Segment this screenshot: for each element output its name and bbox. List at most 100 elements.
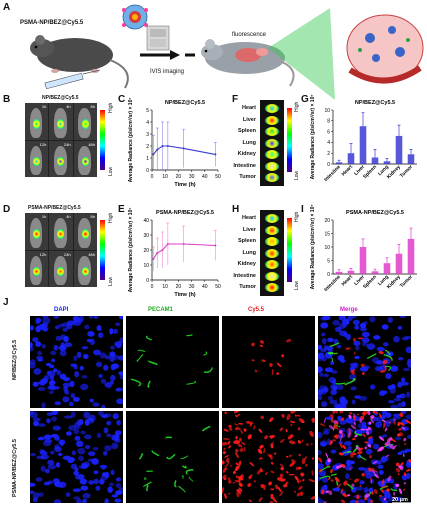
- vessel-signal: [186, 380, 197, 385]
- nucleus: [319, 441, 324, 447]
- cy55-signal: [288, 454, 292, 457]
- nucleus: [88, 480, 95, 485]
- cy55-signal: [294, 414, 298, 417]
- y-tick-label: 40: [143, 218, 149, 224]
- cy55-signal: [395, 462, 400, 467]
- y-tick-label: 30: [143, 233, 149, 239]
- nucleus: [321, 332, 326, 337]
- nucleus: [374, 366, 383, 372]
- nucleus: [98, 411, 104, 416]
- vessel-signal: [346, 483, 354, 490]
- time-label: 48h: [88, 141, 95, 147]
- nucleus: [40, 465, 46, 472]
- cy55-signal: [327, 477, 331, 480]
- cy55-signal: [340, 488, 343, 493]
- cy55-signal: [403, 482, 406, 485]
- cy55-signal: [349, 412, 353, 415]
- cy55-signal: [334, 476, 340, 483]
- nucleus: [78, 465, 85, 469]
- nucleus: [401, 401, 406, 408]
- cy55-signal: [364, 441, 369, 444]
- cy55-signal: [279, 438, 285, 443]
- vessel-signal: [203, 351, 208, 356]
- nucleus: [32, 417, 41, 422]
- micro-background: [126, 316, 219, 408]
- nucleus: [68, 401, 74, 407]
- nucleus: [95, 361, 103, 368]
- cy55-signal: [408, 459, 411, 463]
- micro-background: [222, 316, 315, 408]
- cy55-signal: [325, 490, 330, 493]
- micro-image-dapi-row2: [30, 411, 123, 503]
- nucleus: [361, 342, 368, 347]
- nucleus: [30, 325, 35, 331]
- cy55-signal: [383, 497, 387, 501]
- cy55-signal: [259, 340, 264, 344]
- cy55-signal: [339, 429, 343, 434]
- nucleus: [106, 420, 112, 426]
- cy55-signal: [258, 497, 263, 502]
- cy55-signal: [378, 412, 382, 419]
- cy55-signal: [367, 435, 373, 440]
- cy55-signal: [247, 483, 252, 487]
- cy55-signal: [354, 434, 358, 438]
- signal-spot: [57, 119, 65, 129]
- nucleus: [84, 444, 91, 450]
- cy55-signal: [373, 488, 378, 495]
- cy55-signal: [240, 430, 243, 434]
- nucleus: [83, 411, 91, 419]
- cy55-signal: [236, 489, 240, 491]
- cy55-signal: [350, 454, 354, 458]
- cy55-signal: [235, 435, 238, 440]
- signal-spot: [81, 229, 89, 239]
- nucleus: [375, 421, 383, 428]
- nucleus: [336, 384, 344, 391]
- cy55-signal: [335, 422, 339, 425]
- panel-label-h: H: [232, 204, 240, 215]
- bar: [359, 126, 367, 164]
- nucleus: [74, 424, 81, 430]
- nucleus: [118, 371, 123, 376]
- nucleus: [72, 488, 82, 493]
- x-tick-label: 30: [189, 284, 195, 290]
- cy55-signal: [235, 413, 241, 418]
- bar: [395, 135, 403, 164]
- nucleus: [58, 481, 67, 488]
- cy55-signal: [403, 437, 407, 442]
- nucleus: [378, 469, 384, 475]
- cy55-signal: [287, 434, 294, 440]
- vessel-signal: [143, 481, 152, 488]
- nucleus: [58, 439, 66, 445]
- organ-tumor: [265, 173, 279, 182]
- nucleus: [323, 373, 330, 378]
- cy55-signal: [233, 440, 241, 444]
- y-tick-label: 10: [324, 108, 330, 114]
- nucleus: [42, 317, 51, 324]
- nucleus: [407, 358, 411, 364]
- vessel-signal: [146, 484, 149, 492]
- cy55-signal: [274, 484, 279, 490]
- cy55-signal: [405, 419, 411, 424]
- col-title-cy55: Cy5.5: [248, 307, 265, 313]
- nucleus: [318, 352, 325, 359]
- nucleus: [360, 322, 367, 329]
- nucleus: [80, 383, 89, 391]
- nucleus: [39, 379, 46, 386]
- cy55-signal: [336, 483, 342, 489]
- organ-label: Liver: [242, 226, 256, 233]
- series-line: [152, 145, 216, 155]
- bar: [371, 271, 379, 274]
- nucleus: [52, 425, 61, 431]
- y-tick-label: 15: [324, 231, 330, 237]
- cy55-signal: [372, 460, 378, 465]
- cy55-signal: [352, 338, 357, 342]
- nucleus: [35, 477, 43, 482]
- vessel-signal: [143, 477, 147, 480]
- d-title: PSMA-NP/BEZ@Cy5.5: [28, 205, 81, 211]
- time-label: 1h: [41, 104, 47, 109]
- cy55-signal: [368, 467, 372, 472]
- nucleus: [79, 478, 88, 485]
- nucleus: [41, 316, 49, 318]
- data-point: [156, 252, 159, 254]
- panel-label-g: G: [301, 94, 309, 105]
